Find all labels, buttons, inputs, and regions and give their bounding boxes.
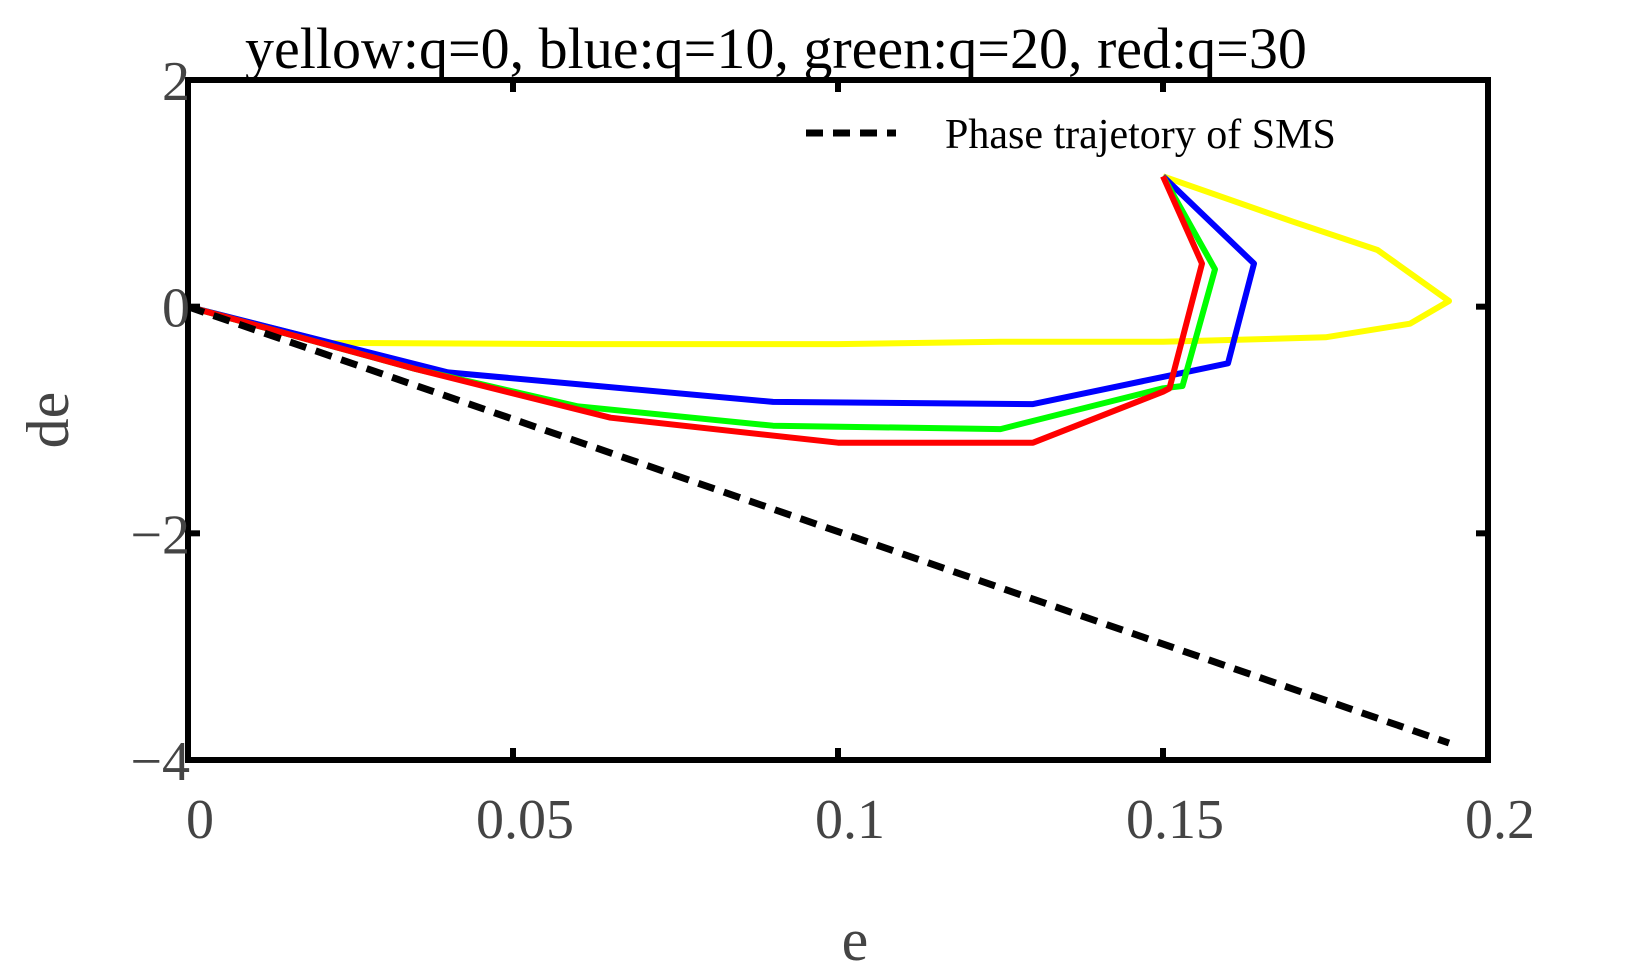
y-tick-label: 2 [162, 51, 190, 113]
x-tick-label: 0 [186, 789, 214, 851]
series-line-0 [187, 173, 1452, 348]
tick-layer: 0 0.05 0.1 0.15 0.2 2 0 −2 −4 [130, 51, 1535, 851]
plot-frame [185, 77, 1491, 763]
series-line-2 [187, 174, 1218, 433]
chart-title: yellow:q=0, blue:q=10, green:q=20, red:q… [245, 16, 1307, 81]
x-axis-label: e [842, 907, 869, 973]
y-axis-label: de [15, 392, 81, 449]
x-tick-label: 0.15 [1126, 789, 1224, 851]
series-line-3 [187, 175, 1205, 446]
y-tick-label: −2 [130, 504, 190, 566]
x-tick-label: 0.05 [476, 789, 574, 851]
legend-label-sms: Phase trajetory of SMS [945, 112, 1336, 158]
x-tick-label: 0.2 [1465, 789, 1535, 851]
series-layer [186, 173, 1452, 747]
legend: Phase trajetory of SMS [806, 112, 1336, 158]
series-line-sms [186, 303, 1451, 747]
y-tick-label: 0 [162, 278, 190, 340]
y-tick-label: −4 [130, 731, 190, 793]
x-tick-label: 0.1 [815, 789, 885, 851]
series-line-1 [187, 174, 1257, 408]
